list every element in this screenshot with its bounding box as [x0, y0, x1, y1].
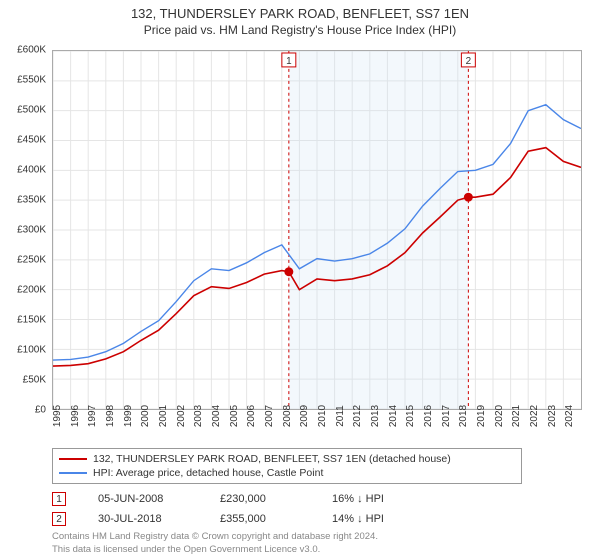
x-tick-label: 2018	[458, 405, 469, 427]
sale-vs-hpi-1: 16% ↓ HPI	[332, 493, 384, 505]
legend-swatch-property	[59, 458, 87, 460]
footnote: Contains HM Land Registry data © Crown c…	[52, 531, 572, 556]
x-tick-label: 2024	[564, 405, 575, 427]
y-tick-label: £250K	[17, 255, 46, 266]
x-tick-label: 2015	[405, 405, 416, 427]
chart-title-block: 132, THUNDERSLEY PARK ROAD, BENFLEET, SS…	[0, 0, 600, 37]
legend-swatch-hpi	[59, 472, 87, 474]
x-tick-label: 2006	[246, 405, 257, 427]
x-tick-label: 2004	[211, 405, 222, 427]
legend-label-property: 132, THUNDERSLEY PARK ROAD, BENFLEET, SS…	[93, 453, 451, 465]
x-tick-label: 1995	[52, 405, 63, 427]
legend-row-hpi: HPI: Average price, detached house, Cast…	[59, 466, 515, 480]
x-tick-label: 2010	[317, 405, 328, 427]
y-tick-label: £0	[35, 405, 46, 416]
x-tick-label: 1996	[70, 405, 81, 427]
x-tick-label: 1999	[123, 405, 134, 427]
sale-price-2: £355,000	[220, 513, 300, 525]
x-tick-label: 2014	[388, 405, 399, 427]
x-tick-label: 2007	[264, 405, 275, 427]
svg-text:2: 2	[466, 56, 472, 67]
x-tick-label: 2011	[335, 405, 346, 427]
x-tick-label: 2003	[193, 405, 204, 427]
x-tick-label: 2020	[494, 405, 505, 427]
y-tick-label: £600K	[17, 45, 46, 56]
y-tick-label: £550K	[17, 75, 46, 86]
sale-date-1: 05-JUN-2008	[98, 493, 188, 505]
y-axis-labels: £0£50K£100K£150K£200K£250K£300K£350K£400…	[0, 50, 50, 410]
legend-label-hpi: HPI: Average price, detached house, Cast…	[93, 467, 323, 479]
x-tick-label: 2017	[441, 405, 452, 427]
x-tick-label: 1998	[105, 405, 116, 427]
sale-marker-2: 2	[52, 512, 66, 526]
sale-date-2: 30-JUL-2018	[98, 513, 188, 525]
x-axis-labels: 1995199619971998199920002001200220032004…	[52, 412, 582, 452]
x-tick-label: 2000	[140, 405, 151, 427]
y-tick-label: £300K	[17, 225, 46, 236]
sale-price-1: £230,000	[220, 493, 300, 505]
x-tick-label: 2009	[299, 405, 310, 427]
svg-text:1: 1	[286, 56, 292, 67]
legend-row-property: 132, THUNDERSLEY PARK ROAD, BENFLEET, SS…	[59, 452, 515, 466]
sale-row-2: 2 30-JUL-2018 £355,000 14% ↓ HPI	[52, 512, 572, 526]
x-tick-label: 2002	[176, 405, 187, 427]
legend-box: 132, THUNDERSLEY PARK ROAD, BENFLEET, SS…	[52, 448, 522, 484]
y-tick-label: £200K	[17, 285, 46, 296]
x-tick-label: 2013	[370, 405, 381, 427]
x-tick-label: 2001	[158, 405, 169, 427]
footnote-line2: This data is licensed under the Open Gov…	[52, 544, 572, 556]
sale-row-1: 1 05-JUN-2008 £230,000 16% ↓ HPI	[52, 492, 572, 506]
x-tick-label: 2021	[511, 405, 522, 427]
x-tick-label: 2005	[229, 405, 240, 427]
x-tick-label: 1997	[87, 405, 98, 427]
footnote-line1: Contains HM Land Registry data © Crown c…	[52, 531, 572, 543]
x-tick-label: 2016	[423, 405, 434, 427]
x-tick-label: 2023	[547, 405, 558, 427]
y-tick-label: £400K	[17, 165, 46, 176]
x-tick-label: 2019	[476, 405, 487, 427]
y-tick-label: £50K	[23, 375, 46, 386]
chart-plot-area: 12	[52, 50, 582, 410]
x-tick-label: 2008	[282, 405, 293, 427]
title-subtitle: Price paid vs. HM Land Registry's House …	[0, 23, 600, 37]
y-tick-label: £100K	[17, 345, 46, 356]
y-tick-label: £450K	[17, 135, 46, 146]
x-tick-label: 2012	[352, 405, 363, 427]
y-tick-label: £350K	[17, 195, 46, 206]
sale-vs-hpi-2: 14% ↓ HPI	[332, 513, 384, 525]
chart-svg: 12	[53, 51, 581, 409]
y-tick-label: £150K	[17, 315, 46, 326]
x-tick-label: 2022	[529, 405, 540, 427]
y-tick-label: £500K	[17, 105, 46, 116]
sale-marker-1: 1	[52, 492, 66, 506]
title-address: 132, THUNDERSLEY PARK ROAD, BENFLEET, SS…	[0, 6, 600, 21]
